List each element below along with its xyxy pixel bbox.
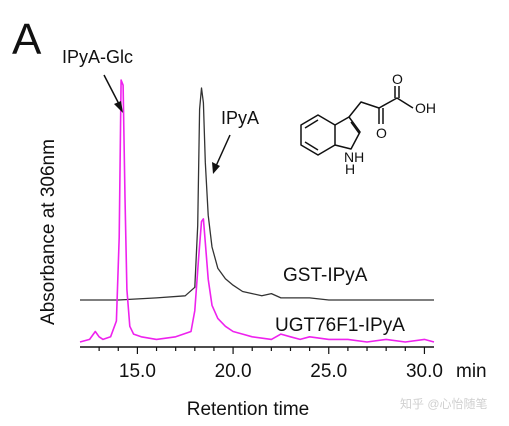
annotation-arrow-ipya-head bbox=[212, 162, 220, 174]
x-tick-label: 15.0 bbox=[119, 361, 156, 382]
pyrrole-double-bond bbox=[350, 121, 360, 134]
x-tick-label: 30.0 bbox=[406, 361, 443, 382]
x-tick-label: 25.0 bbox=[310, 361, 347, 382]
atom-label-o-bottom: O bbox=[376, 125, 387, 141]
annotation-ipya-glc: IPyA-Glc bbox=[62, 47, 133, 67]
annotation-ipya: IPyA bbox=[221, 108, 259, 128]
series-label-ugt76f1-ipya: UGT76F1-IPyA bbox=[275, 315, 405, 336]
annotation-arrow-ipya-glc-shaft bbox=[103, 74, 121, 107]
benzene-double-bond-1 bbox=[304, 119, 319, 129]
atom-label-h: H bbox=[345, 161, 355, 177]
atom-label-oh: OH bbox=[415, 100, 436, 116]
annotation-arrow-ipya-shaft bbox=[215, 134, 231, 167]
series-line-gst-ipya bbox=[80, 87, 434, 301]
atom-label-nh: NH bbox=[344, 149, 364, 165]
series-label-gst-ipya: GST-IPyA bbox=[283, 265, 368, 286]
y-axis-label: Absorbance at 306nm bbox=[38, 139, 59, 325]
side-chain bbox=[348, 97, 414, 118]
benzene-double-bond-2 bbox=[304, 141, 319, 151]
series-line-ugt76f1-ipya bbox=[79, 79, 435, 343]
atom-label-o-top: O bbox=[392, 71, 403, 87]
x-axis-label: Retention time bbox=[187, 399, 310, 420]
panel-label: A bbox=[12, 15, 42, 64]
watermark: 知乎 @心怡随笔 bbox=[400, 396, 488, 411]
pyrrole-ring bbox=[334, 116, 361, 150]
ipya-structure-diagram bbox=[300, 86, 414, 156]
benzene-ring bbox=[300, 114, 336, 156]
x-tick-label: 20.0 bbox=[215, 361, 252, 382]
annotation-arrow-ipya-glc-head bbox=[114, 101, 123, 113]
x-unit-label: min bbox=[456, 361, 487, 382]
traces-group bbox=[79, 79, 435, 343]
x-ticks-group: 15.0 20.0 25.0 30.0 bbox=[98, 347, 443, 382]
